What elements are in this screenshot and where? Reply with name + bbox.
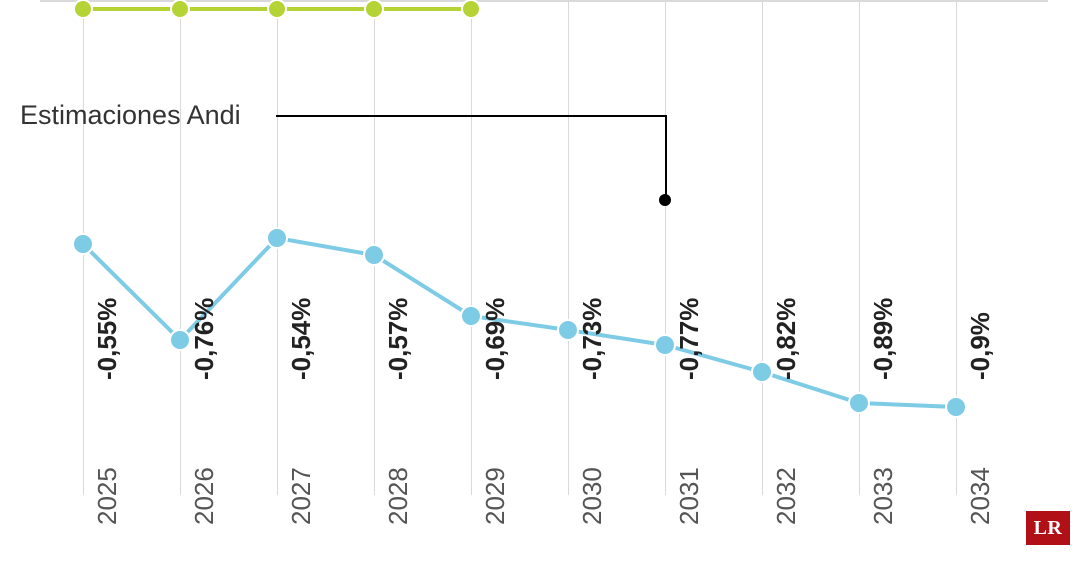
data-label: -0,54% [286,298,317,380]
leader-horizontal [276,115,665,117]
xaxis-label: 2030 [577,467,608,525]
series-top-marker [171,0,189,18]
xaxis-label: 2027 [286,467,317,525]
series-top-marker [268,0,286,18]
series-main-marker [73,234,93,254]
data-label: -0,73% [577,298,608,380]
series-main-marker [655,335,675,355]
leader-vertical [665,115,667,195]
series-main-marker [946,397,966,417]
series-main-marker [364,245,384,265]
xaxis-label: 2031 [674,467,705,525]
data-label: -0,82% [771,298,802,380]
xaxis-label: 2032 [771,467,802,525]
lr-badge: LR [1026,511,1070,545]
xaxis-label: 2033 [868,467,899,525]
xaxis-label: 2028 [383,467,414,525]
data-label: -0,69% [480,298,511,380]
series-main-marker [267,228,287,248]
series-top-marker [365,0,383,18]
lr-badge-text: LR [1034,517,1063,540]
data-label: -0,57% [383,298,414,380]
data-label: -0,9% [965,312,996,380]
series-top-marker [462,0,480,18]
xaxis-label: 2029 [480,467,511,525]
xaxis-label: 2025 [92,467,123,525]
series-main-marker [461,306,481,326]
series-main-marker [170,330,190,350]
chart-svg [0,0,1080,567]
data-label: -0,76% [189,298,220,380]
data-label: -0,77% [674,298,705,380]
xaxis-label: 2034 [965,467,996,525]
series-top-marker [74,0,92,18]
leader-dot [659,194,671,206]
data-label: -0,55% [92,298,123,380]
series-main-marker [849,393,869,413]
xaxis-label: 2026 [189,467,220,525]
chart-title: Estimaciones Andi [20,100,241,131]
series-main-marker [752,362,772,382]
series-main-marker [558,320,578,340]
data-label: -0,89% [868,298,899,380]
chart-container: Estimaciones Andi 2025 2026 2027 2028 2029 20… [0,0,1080,567]
